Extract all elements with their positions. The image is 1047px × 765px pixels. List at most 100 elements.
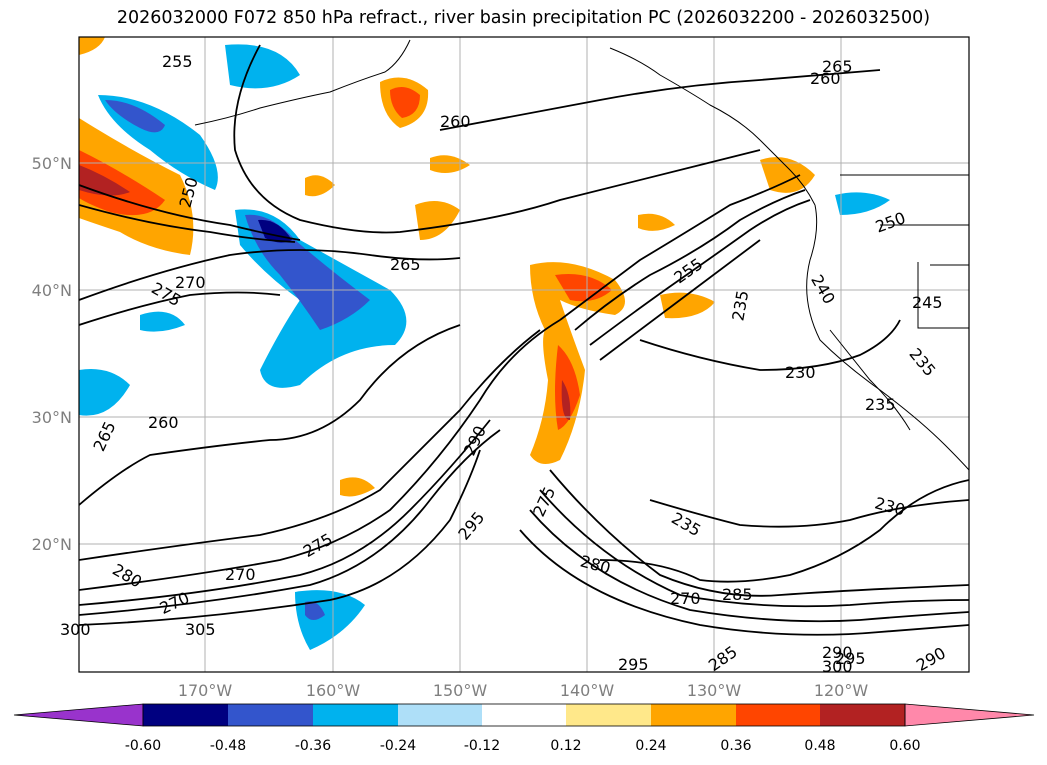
shade-positive-small	[340, 477, 375, 497]
colorbar-swatch	[228, 704, 313, 726]
contour-label: 300	[60, 620, 91, 639]
contour-label: 295	[618, 655, 649, 674]
contour-label: 270	[225, 565, 256, 584]
contour-label: 295	[835, 649, 866, 668]
contour-line	[79, 249, 461, 301]
shade-positive-corner	[79, 37, 105, 55]
colorbar-swatch	[482, 704, 566, 726]
contour-line	[599, 239, 761, 361]
colorbar-swatch	[651, 704, 736, 726]
lon-axis-labels: 170°W 160°W 150°W 140°W 130°W 120°W	[178, 681, 869, 700]
contour-line	[439, 69, 881, 131]
contour-label: 265	[822, 57, 853, 76]
coastlines	[194, 39, 969, 471]
contour-line	[589, 199, 811, 346]
coast-baja	[829, 329, 911, 431]
map-title: 2026032000 F072 850 hPa refract., river …	[116, 8, 931, 28]
colorbar-extend-low	[13, 703, 144, 727]
contour-label: 260	[810, 69, 841, 88]
colorbar-tick-label: 0.60	[889, 738, 920, 754]
contour-line	[233, 44, 761, 234]
contour-label: 235	[865, 395, 896, 414]
contour-label: 285	[722, 585, 753, 604]
shade-positive-top-core	[390, 86, 420, 118]
contour-line	[79, 429, 501, 616]
contour-line	[79, 204, 296, 243]
contour-line	[574, 189, 806, 331]
shade-negative-ne	[835, 192, 890, 215]
shade-positive-right	[660, 292, 715, 319]
contour-label: 270	[175, 273, 206, 292]
border-us	[840, 174, 969, 329]
coast-bc	[806, 204, 969, 471]
colorbar-tick-label: -0.12	[464, 738, 500, 754]
colorbar-tick-label: 0.24	[635, 738, 666, 754]
colorbar-swatch	[566, 704, 651, 726]
lon-label-120w: 120°W	[814, 681, 869, 700]
contour-line	[519, 529, 969, 636]
graticule	[79, 37, 969, 672]
shade-negative-nw-core	[105, 100, 165, 133]
lon-label-160w: 160°W	[306, 681, 361, 700]
lat-label-20n: 20°N	[32, 535, 72, 554]
contour-line	[79, 329, 541, 561]
shade-positive-ridge	[530, 262, 625, 464]
shade-positive-small2	[638, 213, 675, 231]
shade-positive-ridge-max	[561, 380, 571, 420]
shade-positive-nw-max	[79, 165, 130, 196]
lat-axis-labels: 50°N 40°N 30°N 20°N	[32, 154, 72, 554]
contour-line	[649, 499, 969, 528]
refractivity-contours	[79, 44, 969, 636]
shade-positive-coast	[760, 157, 815, 193]
contour-label: 245	[912, 293, 943, 312]
shade-negative-bottom-core	[305, 601, 325, 620]
lat-label-50n: 50°N	[32, 154, 72, 173]
lon-label-140w: 140°W	[560, 681, 615, 700]
colorbar-swatch	[143, 704, 228, 726]
contour-line	[529, 509, 969, 623]
shade-negative-left	[79, 369, 130, 416]
colorbar-swatch	[820, 704, 905, 726]
contour-label: 230	[785, 363, 816, 382]
contour-line	[79, 184, 301, 241]
colorbar-extend-high	[904, 703, 1035, 727]
colorbar-tick-label: -0.24	[380, 738, 416, 754]
map-frame	[78, 36, 970, 673]
contour-label: 265	[390, 255, 421, 274]
contour-line	[639, 319, 901, 371]
shade-positive-mid1	[415, 201, 460, 240]
shade-negative-mid	[140, 311, 185, 332]
colorbar-tick-label: -0.36	[295, 738, 331, 754]
precip-shading	[79, 37, 890, 650]
contour-label: 270	[670, 589, 701, 608]
contour-line	[79, 291, 281, 326]
colorbar: -0.60 -0.48 -0.36 -0.24 -0.12 0.12 0.24 …	[13, 703, 1035, 754]
colorbar-tick-label: 0.48	[804, 738, 835, 754]
lat-label-30n: 30°N	[32, 408, 72, 427]
shade-positive-nw-core	[79, 150, 165, 216]
colorbar-swatch	[313, 704, 398, 726]
colorbar-swatch	[736, 704, 820, 726]
shade-positive-mid2	[305, 175, 335, 197]
colorbar-tick-label: 0.12	[550, 738, 581, 754]
colorbar-swatch	[398, 704, 482, 726]
contour-line	[559, 174, 801, 321]
contour-label: 255	[162, 52, 193, 71]
contour-line	[539, 489, 969, 608]
lat-label-40n: 40°N	[32, 281, 72, 300]
contour-label: 260	[148, 413, 179, 432]
contour-label: 300	[822, 657, 853, 676]
contour-line	[79, 319, 561, 591]
colorbar-tick-label: -0.48	[210, 738, 246, 754]
contour-label: 290	[822, 643, 853, 662]
colorbar-outline	[142, 703, 906, 727]
contour-line	[79, 419, 491, 606]
contour-label: 260	[440, 112, 471, 131]
colorbar-tick-label: 0.36	[720, 738, 751, 754]
contour-line	[79, 449, 481, 626]
map-background	[79, 37, 969, 672]
coast-alaska	[194, 39, 816, 206]
contour-line	[79, 324, 461, 506]
contour-line	[549, 469, 969, 597]
shade-negative-central-core	[245, 214, 370, 330]
